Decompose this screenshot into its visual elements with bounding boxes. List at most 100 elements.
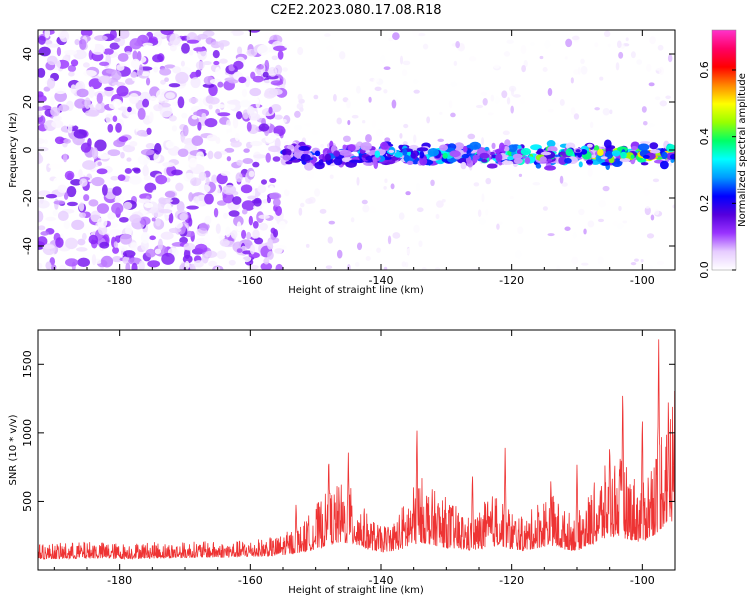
heatmap-cell	[580, 65, 588, 75]
heatmap-cell	[146, 127, 152, 135]
heatmap-cell	[110, 175, 119, 181]
heatmap-cell	[169, 197, 180, 205]
colorbar-label: Normalized spectral amplitude	[737, 73, 748, 227]
heatmap-cell	[615, 62, 620, 71]
heatmap-cell	[240, 184, 253, 194]
heatmap-cell	[577, 67, 581, 75]
heatmap-cell	[293, 144, 302, 153]
heatmap-cell	[201, 112, 207, 119]
heatmap-cell	[79, 38, 87, 50]
heatmap-cell	[107, 149, 121, 157]
heatmap-cell	[140, 232, 150, 244]
heatmap-cell	[594, 42, 599, 48]
heatmap-cell	[494, 96, 500, 104]
heatmap-cell	[118, 216, 129, 223]
heatmap-cell	[412, 30, 420, 37]
heatmap-cell	[250, 140, 263, 147]
heatmap-cell	[258, 123, 270, 132]
heatmap-cell	[646, 233, 655, 239]
heatmap-cell	[38, 236, 48, 247]
heatmap-cell	[649, 142, 659, 150]
x-tick-label: -120	[499, 274, 524, 287]
heatmap-cell	[266, 239, 273, 250]
heatmap-cell	[587, 143, 593, 148]
heatmap-cell	[399, 133, 403, 139]
heatmap-cell	[344, 232, 352, 242]
y-tick-label: -20	[21, 189, 34, 207]
heatmap-cell	[153, 104, 163, 112]
heatmap-cell	[272, 244, 283, 255]
heatmap-cell	[442, 152, 448, 159]
heatmap-cell	[232, 196, 242, 205]
heatmap-cell	[491, 142, 496, 150]
heatmap-cell	[44, 30, 51, 39]
heatmap-cell	[202, 83, 215, 88]
heatmap-cell	[151, 217, 156, 222]
heatmap-cell	[512, 94, 521, 98]
heatmap-cell	[473, 182, 480, 187]
heatmap-cell	[128, 113, 141, 120]
heatmap-cell	[197, 121, 202, 131]
heatmap-cell	[314, 188, 321, 197]
heatmap-cell	[578, 208, 585, 216]
heatmap-cell	[333, 150, 340, 157]
heatmap-cell	[283, 189, 290, 197]
heatmap-cell	[268, 66, 278, 77]
heatmap-cell	[75, 82, 83, 91]
heatmap-cell	[78, 202, 85, 212]
heatmap-cell	[207, 150, 214, 160]
heatmap-cell	[618, 51, 624, 59]
y-tick-label: 20	[21, 95, 34, 109]
heatmap-cell	[372, 156, 377, 165]
heatmap-cell	[275, 263, 283, 270]
heatmap-cell	[160, 79, 166, 85]
heatmap-cell	[672, 204, 675, 209]
heatmap-cell	[71, 219, 85, 230]
heatmap-cell	[265, 135, 274, 144]
heatmap-cell	[468, 56, 477, 62]
heatmap-cell	[342, 135, 351, 143]
heatmap-cell	[327, 236, 334, 244]
heatmap-cell	[222, 184, 237, 195]
heatmap-cell	[515, 250, 522, 259]
heatmap-cell	[654, 96, 661, 101]
snr-y-axis-title: SNR (10 * v/v)	[8, 414, 19, 485]
heatmap-cell	[565, 148, 574, 157]
heatmap-cell	[439, 144, 449, 151]
heatmap-cell	[133, 168, 141, 174]
heatmap-cell	[123, 201, 133, 210]
heatmap-cell	[254, 237, 264, 245]
heatmap-cell	[273, 114, 283, 120]
heatmap-cell	[339, 30, 348, 37]
x-tick-label: -180	[107, 574, 132, 587]
heatmap-cell	[43, 139, 48, 145]
heatmap-cell	[258, 214, 270, 219]
heatmap-cell	[406, 160, 414, 166]
heatmap-cell	[391, 99, 397, 109]
heatmap-cell	[168, 212, 174, 224]
heatmap-cell	[223, 212, 228, 219]
heatmap-cell	[415, 182, 421, 192]
heatmap-cell	[169, 33, 181, 46]
heatmap-cell	[77, 257, 90, 268]
heatmap-cell	[268, 88, 283, 96]
heatmap-cell	[580, 149, 588, 155]
heatmap-cell	[324, 153, 332, 161]
heatmap-cell	[253, 197, 262, 207]
heatmap-cell	[669, 153, 675, 160]
heatmap-cell	[50, 106, 61, 117]
heatmap-cell	[666, 144, 675, 153]
heatmap-cell	[182, 254, 193, 264]
heatmap-cell	[422, 43, 429, 50]
heatmap-cell	[564, 226, 571, 231]
heatmap-cell	[501, 160, 514, 165]
heatmap-cell	[539, 156, 547, 163]
heatmap-cell	[380, 141, 389, 150]
heatmap-cell	[547, 88, 553, 97]
heatmap-cell	[448, 100, 453, 109]
heatmap-cell	[45, 194, 58, 199]
heatmap-cell	[322, 108, 328, 117]
heatmap-cell	[84, 97, 91, 109]
heatmap-cell	[55, 237, 64, 248]
heatmap-cell	[339, 149, 352, 157]
